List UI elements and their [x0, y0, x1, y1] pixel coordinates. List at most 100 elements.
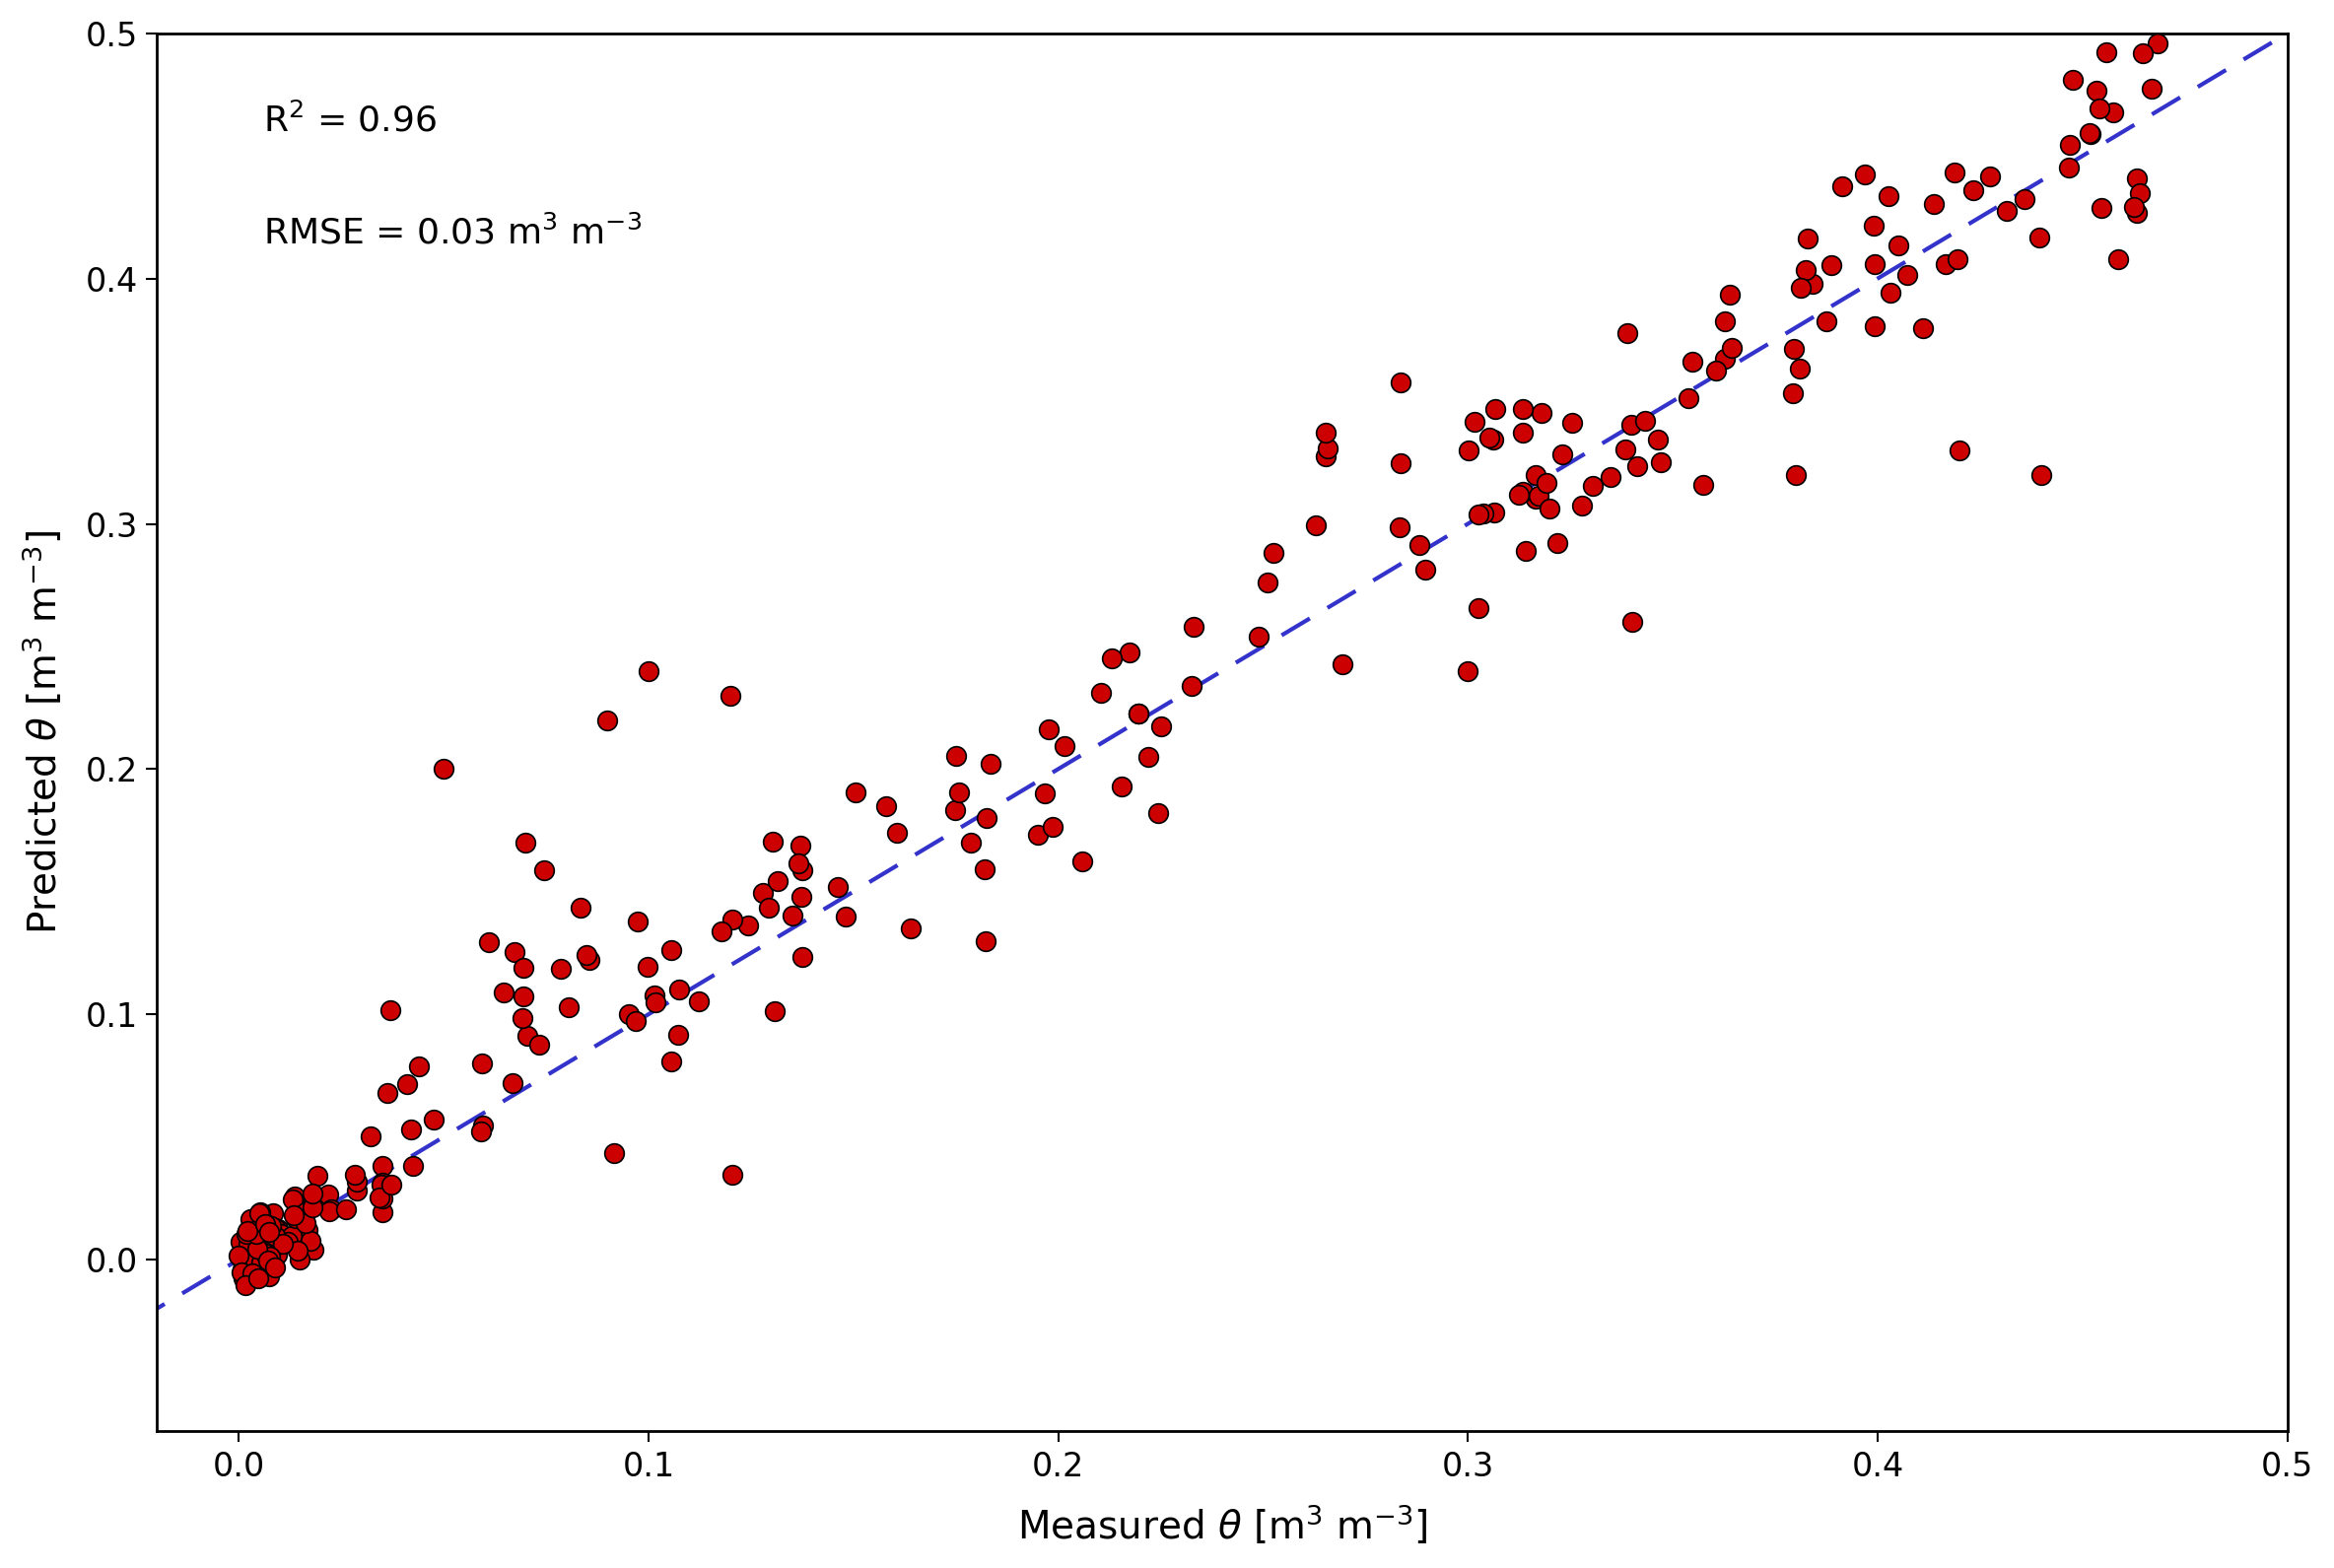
Point — [1846, 162, 1884, 187]
Point — [2077, 78, 2115, 103]
X-axis label: Measured $\theta$ [m$^3$ m$^{-3}$]: Measured $\theta$ [m$^3$ m$^{-3}$] — [1018, 1504, 1428, 1548]
Point — [1613, 610, 1650, 635]
Point — [966, 856, 1004, 881]
Point — [892, 916, 929, 941]
Point — [226, 1272, 264, 1297]
Point — [219, 1243, 257, 1269]
Point — [1249, 569, 1286, 594]
Point — [619, 909, 656, 935]
Point — [2054, 67, 2091, 93]
Point — [243, 1250, 280, 1275]
Point — [2024, 463, 2061, 488]
Point — [1940, 248, 1977, 273]
Point — [1172, 673, 1209, 698]
Point — [240, 1201, 278, 1226]
Point — [971, 751, 1008, 776]
Point — [301, 1185, 338, 1210]
Point — [364, 1200, 401, 1225]
Point — [1795, 271, 1832, 296]
Point — [1449, 437, 1487, 463]
Point — [1706, 309, 1743, 334]
Point — [506, 829, 544, 855]
Point — [966, 928, 1004, 953]
Point — [2094, 100, 2131, 125]
Point — [1064, 848, 1102, 873]
Point — [1613, 412, 1650, 437]
Point — [1046, 734, 1083, 759]
Point — [1029, 717, 1067, 742]
Point — [2082, 196, 2119, 221]
Point — [1776, 463, 1814, 488]
Point — [1524, 400, 1561, 425]
Point — [336, 1162, 373, 1187]
Text: R$^2$ = 0.96: R$^2$ = 0.96 — [264, 103, 436, 140]
Point — [1706, 347, 1743, 372]
Point — [588, 707, 626, 732]
Point — [362, 1171, 399, 1196]
Point — [2005, 187, 2042, 212]
Point — [938, 743, 976, 768]
Point — [541, 956, 579, 982]
Point — [1774, 336, 1811, 361]
Point — [1120, 701, 1158, 726]
Point — [252, 1225, 289, 1250]
Point — [2052, 133, 2089, 158]
Point — [2138, 31, 2175, 56]
Point — [1942, 437, 1979, 463]
Point — [495, 1071, 532, 1096]
Point — [504, 1005, 541, 1030]
Point — [562, 895, 600, 920]
Point — [238, 1226, 275, 1251]
Point — [236, 1237, 273, 1262]
Point — [1783, 276, 1821, 301]
Point — [371, 997, 408, 1022]
Point — [273, 1223, 310, 1248]
Point — [714, 1162, 752, 1187]
Point — [569, 947, 607, 972]
Point — [2124, 41, 2161, 66]
Point — [247, 1217, 285, 1242]
Point — [637, 983, 675, 1008]
Point — [1461, 596, 1498, 621]
Point — [714, 906, 752, 931]
Point — [1508, 538, 1545, 563]
Point — [1935, 160, 1972, 185]
Point — [392, 1116, 429, 1142]
Point — [1307, 444, 1344, 469]
Point — [247, 1232, 285, 1258]
Point — [525, 858, 562, 883]
Point — [2119, 166, 2157, 191]
Point — [338, 1168, 376, 1193]
Point — [2082, 96, 2119, 121]
Point — [782, 884, 819, 909]
Point — [1671, 386, 1708, 411]
Point — [780, 851, 817, 877]
Point — [868, 793, 906, 818]
Point — [1697, 358, 1734, 383]
Point — [1856, 314, 1893, 339]
Point — [1954, 179, 1991, 204]
Point — [1470, 425, 1508, 450]
Point — [243, 1214, 280, 1239]
Point — [2021, 226, 2059, 251]
Point — [352, 1124, 390, 1149]
Point — [231, 1231, 268, 1256]
Point — [224, 1232, 261, 1258]
Point — [464, 1113, 502, 1138]
Point — [236, 1243, 273, 1269]
Point — [1788, 257, 1825, 282]
Point — [1928, 251, 1965, 276]
Point — [364, 1185, 401, 1210]
Point — [1253, 541, 1291, 566]
Point — [1382, 514, 1419, 539]
Point — [1538, 532, 1575, 557]
Point — [819, 875, 857, 900]
Point — [233, 1256, 271, 1281]
Point — [294, 1181, 331, 1206]
Point — [567, 942, 605, 967]
Point — [280, 1247, 317, 1272]
Point — [941, 779, 978, 804]
Point — [969, 806, 1006, 831]
Point — [1027, 781, 1064, 806]
Point — [299, 1163, 336, 1189]
